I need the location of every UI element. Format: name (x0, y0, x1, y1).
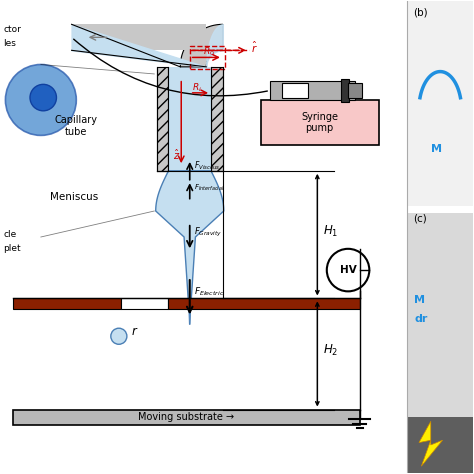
Text: $\hat{z}$: $\hat{z}$ (173, 148, 180, 163)
Bar (282, 83, 308, 98)
Text: $F_{Gravity}$: $F_{Gravity}$ (194, 226, 223, 239)
Text: $r$: $r$ (131, 325, 138, 338)
Text: Moving substrate →: Moving substrate → (138, 412, 234, 422)
Text: les: les (3, 39, 16, 48)
Bar (341, 79, 349, 102)
Bar (211, 67, 223, 171)
Text: Syringe
pump: Syringe pump (301, 111, 338, 133)
Text: (b): (b) (413, 8, 428, 18)
Bar (156, 67, 168, 171)
Bar (261, 100, 379, 145)
Bar (408, 417, 474, 474)
Text: M: M (414, 295, 425, 305)
Bar (12, 299, 121, 309)
Text: $H_2$: $H_2$ (323, 343, 338, 358)
FancyArrowPatch shape (73, 39, 267, 96)
Text: $H_1$: $H_1$ (323, 224, 338, 239)
Circle shape (5, 64, 76, 136)
Bar (168, 67, 211, 171)
Text: ctor: ctor (3, 25, 21, 34)
Bar (72, 24, 206, 50)
Circle shape (30, 84, 56, 111)
Bar (12, 410, 360, 425)
Polygon shape (419, 421, 443, 466)
Text: $\hat{r}$: $\hat{r}$ (251, 40, 258, 55)
Text: $F_{Electric}$: $F_{Electric}$ (194, 286, 225, 299)
Text: (c): (c) (413, 213, 427, 223)
Circle shape (111, 328, 127, 344)
Text: Meniscus: Meniscus (50, 192, 98, 202)
Text: $F_{Viscous}$: $F_{Viscous}$ (193, 159, 220, 172)
Bar (270, 81, 355, 100)
Bar (408, 213, 474, 474)
Polygon shape (180, 24, 223, 67)
Text: Capillary
tube: Capillary tube (55, 115, 98, 137)
Text: $F_{Interfacial}$: $F_{Interfacial}$ (193, 182, 224, 193)
Bar (121, 299, 168, 309)
Text: M: M (431, 144, 442, 154)
Text: $R_i$: $R_i$ (192, 81, 202, 93)
Bar (190, 46, 225, 69)
Text: dr: dr (414, 314, 428, 324)
Polygon shape (156, 171, 224, 301)
Text: plet: plet (3, 244, 21, 253)
Circle shape (327, 249, 369, 292)
Text: HV: HV (340, 265, 356, 275)
Bar (408, 0, 474, 206)
Bar (348, 83, 362, 98)
Text: $R_0$: $R_0$ (203, 46, 215, 58)
Bar (168, 299, 360, 309)
Text: cle: cle (3, 230, 16, 239)
Polygon shape (189, 301, 191, 324)
